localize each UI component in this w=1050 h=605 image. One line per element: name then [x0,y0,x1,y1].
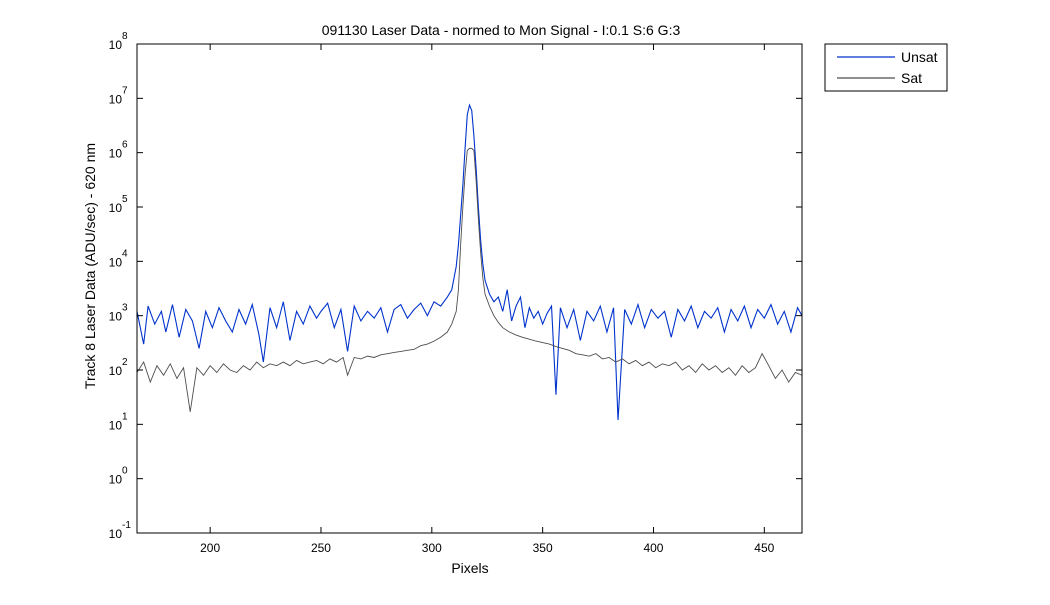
plot-area [137,44,802,533]
y-tick-label-exp--1: -1 [122,520,131,531]
x-tick-label-250: 250 [311,541,331,555]
y-tick-label-exp-1: 1 [122,411,128,422]
y-tick-label-base-1: 10 [109,418,123,432]
legend-label-unsat: Unsat [901,49,938,65]
series-layer [136,103,803,421]
y-axis-label: Track 8 Laser Data (ADU/sec) - 620 nm [82,143,98,389]
series-line-unsat [136,103,803,421]
plot-frame [136,43,803,534]
y-tick-label-base-8: 10 [109,38,123,52]
y-tick-label-base-0: 10 [109,473,123,487]
chart-title: 091130 Laser Data - normed to Mon Signal… [322,22,681,38]
x-tick-label-200: 200 [200,541,220,555]
x-tick-label-400: 400 [643,541,663,555]
y-tick-label-exp-4: 4 [122,248,128,259]
y-tick-label-base-3: 10 [109,310,123,324]
x-tick-label-350: 350 [533,541,553,555]
y-tick-label-exp-5: 5 [122,194,128,205]
y-tick-label-base-6: 10 [109,147,123,161]
y-tick-label-base-7: 10 [109,92,123,106]
y-tick-label-base-2: 10 [109,364,123,378]
legend-label-sat: Sat [901,70,922,86]
y-tick-label-exp-3: 3 [122,303,128,314]
series-line-sat [136,147,803,412]
y-tick-label-exp-8: 8 [122,31,128,42]
y-tick-label-base-4: 10 [109,255,123,269]
axis-ticks-layer: 200 250 300 350 400 45010-1100101102103104105… [109,31,802,555]
x-axis-label: Pixels [451,560,488,576]
legend: Unsat Sat [824,43,948,92]
y-tick-label-exp-0: 0 [122,466,128,477]
y-tick-label-exp-7: 7 [122,85,128,96]
y-tick-label-exp-2: 2 [122,357,128,368]
x-tick-label-450: 450 [754,541,774,555]
y-tick-label-base-5: 10 [109,201,123,215]
x-tick-label-300: 300 [422,541,442,555]
y-tick-label-base--1: 10 [109,527,123,541]
y-tick-label-exp-6: 6 [122,140,128,151]
legend-box [824,43,948,92]
